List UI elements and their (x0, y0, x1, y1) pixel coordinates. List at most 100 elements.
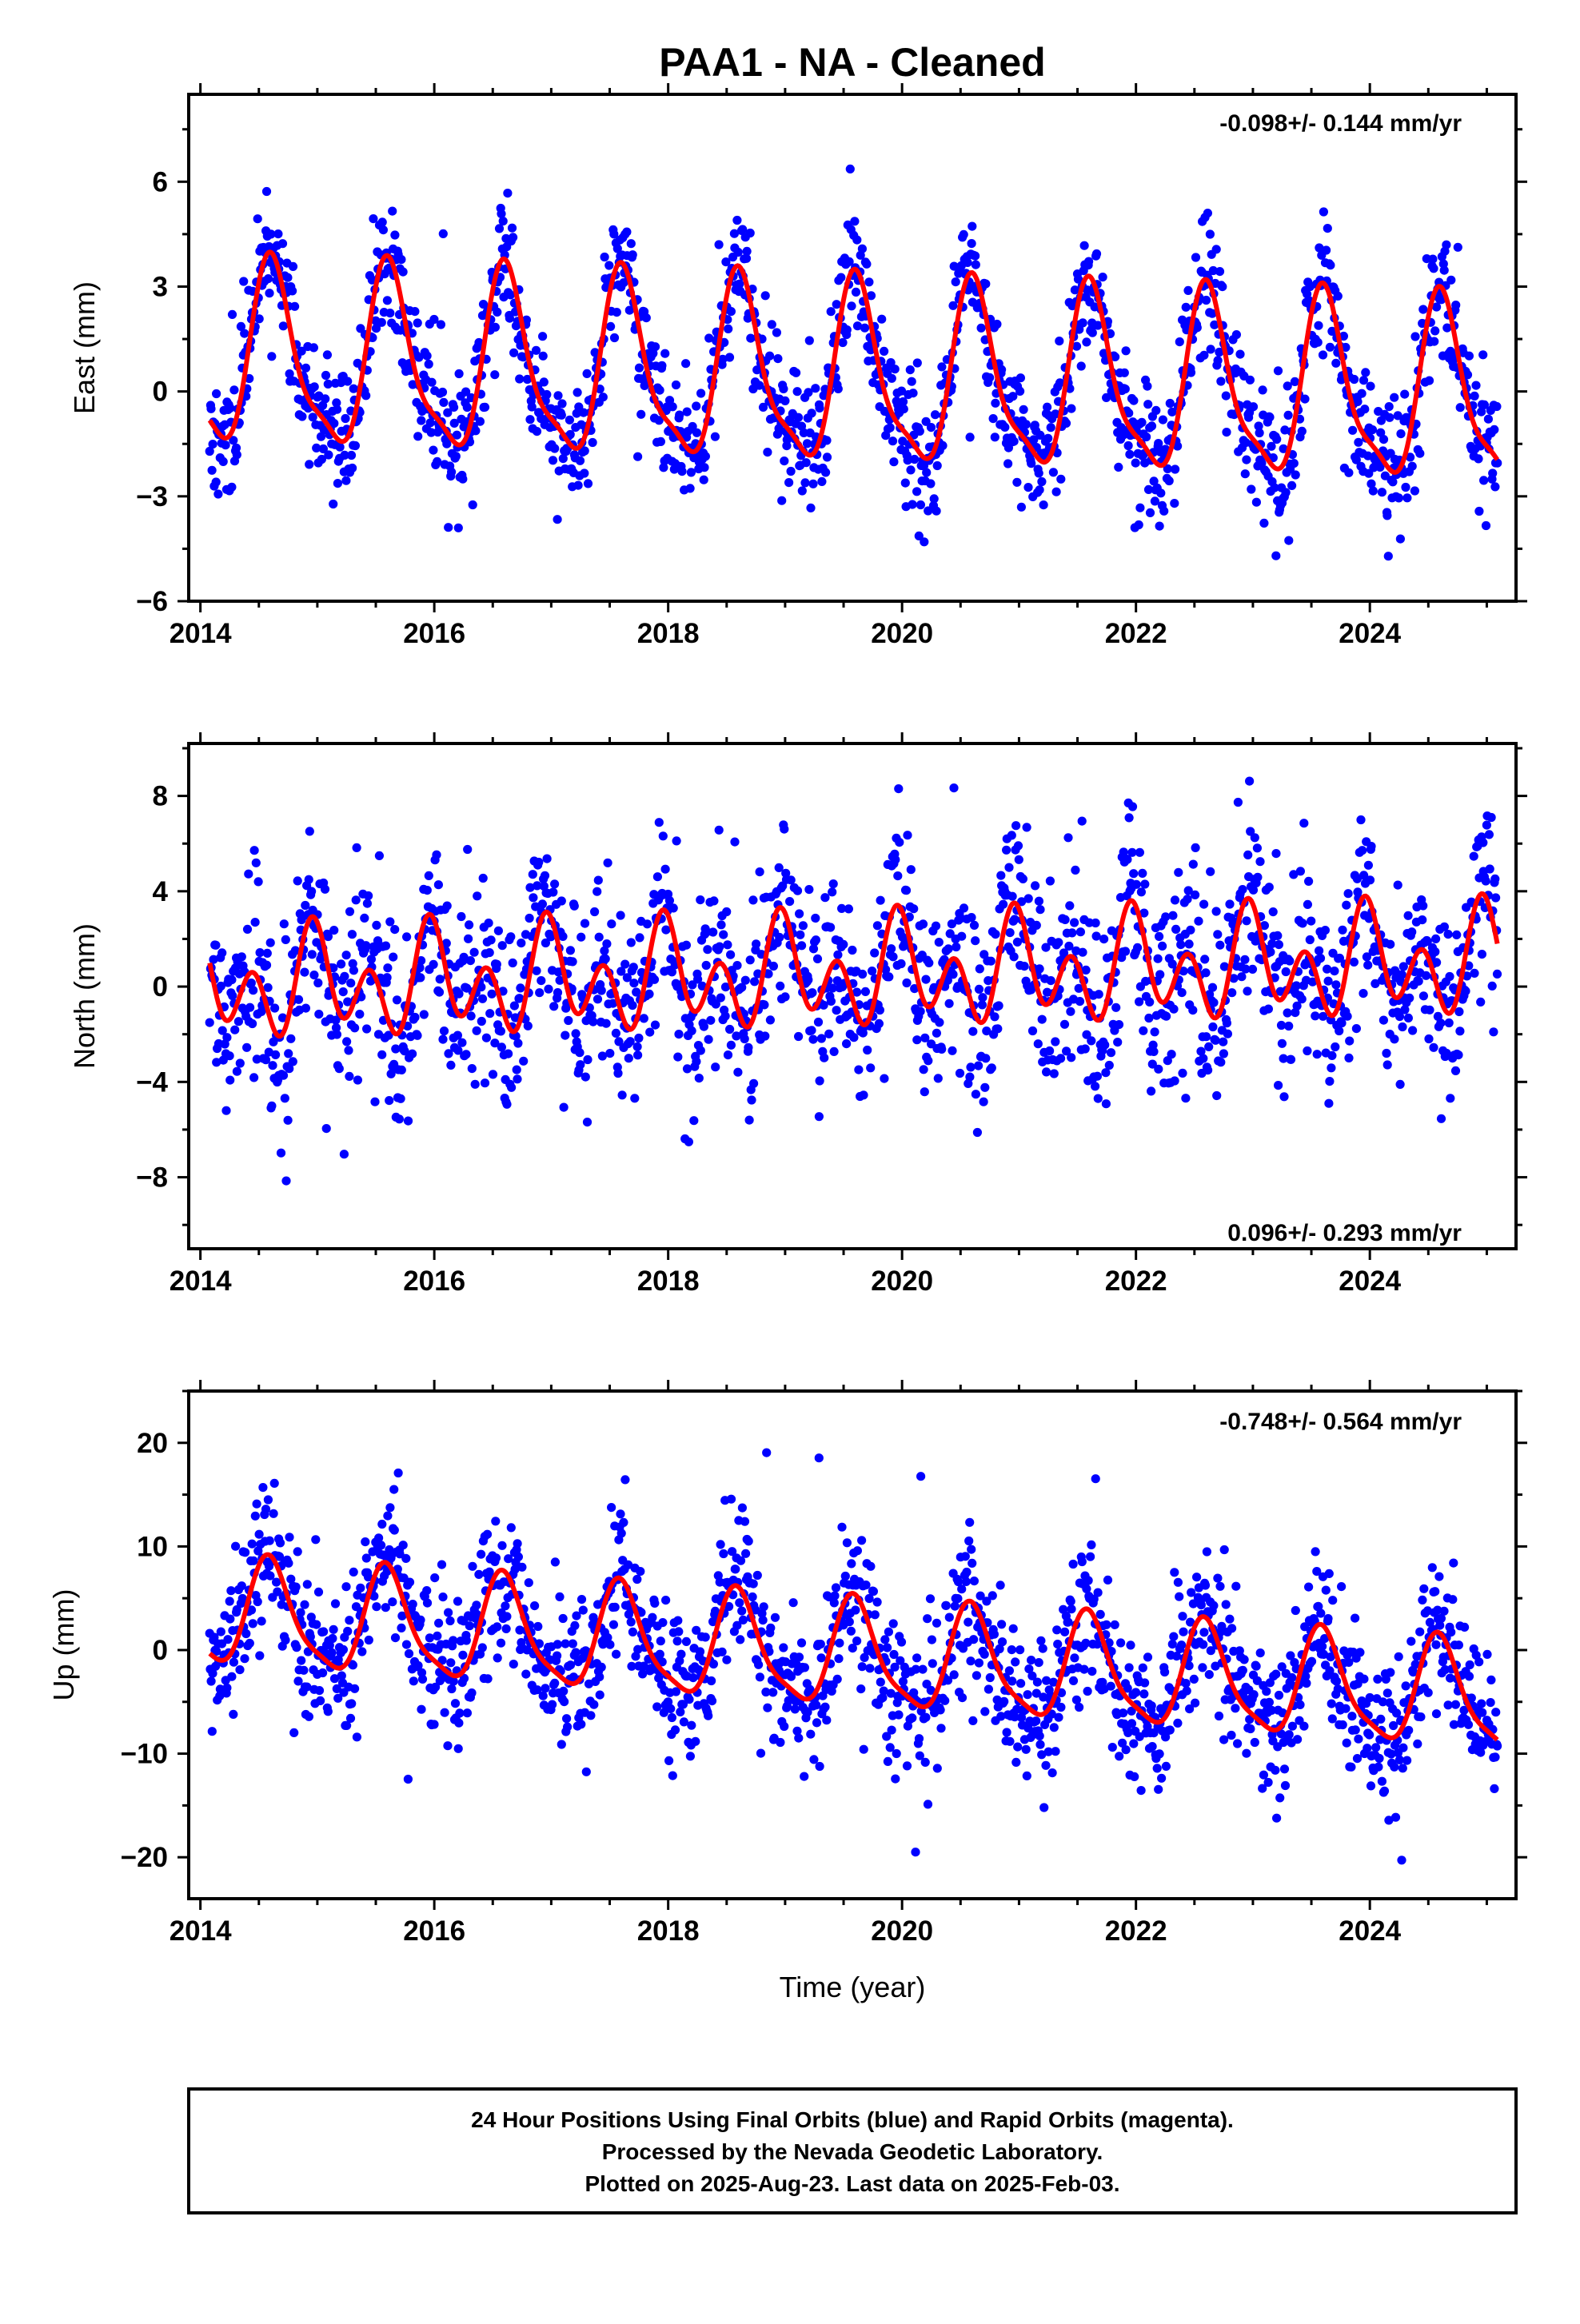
data-point (444, 523, 453, 532)
data-point (487, 989, 497, 999)
data-point (821, 468, 831, 477)
data-point (661, 1596, 671, 1605)
data-point (1056, 1702, 1066, 1712)
data-point (555, 1592, 565, 1601)
data-point (485, 1009, 495, 1018)
data-point (1428, 254, 1438, 264)
data-point (1430, 947, 1440, 957)
data-point (1301, 1672, 1311, 1681)
data-point (1008, 1624, 1018, 1633)
data-point (382, 296, 392, 305)
data-point (1394, 1011, 1405, 1022)
data-point (371, 324, 381, 333)
data-point (431, 1682, 441, 1692)
data-point (557, 896, 566, 906)
data-point (916, 1472, 926, 1481)
data-point (1156, 488, 1166, 498)
data-point (728, 1547, 737, 1557)
data-point (265, 938, 275, 947)
data-point (1118, 1738, 1127, 1748)
data-point (796, 1638, 807, 1648)
data-point (620, 1475, 630, 1485)
data-point (582, 1118, 592, 1127)
data-point (553, 1651, 562, 1660)
data-point (1205, 229, 1215, 239)
data-point (1135, 847, 1144, 857)
data-point (745, 955, 755, 965)
data-point (1021, 1744, 1031, 1754)
data-point (285, 1533, 294, 1542)
data-point (372, 920, 381, 930)
data-point (937, 362, 947, 372)
data-point (226, 1586, 236, 1596)
data-point (858, 969, 868, 979)
data-point (1243, 850, 1253, 859)
data-point (811, 935, 820, 945)
data-point (455, 1708, 465, 1718)
data-point (1287, 480, 1297, 491)
data-point (1377, 1776, 1386, 1786)
data-point (948, 970, 958, 979)
data-point (581, 1767, 591, 1776)
data-point (429, 314, 439, 325)
data-point (898, 1676, 908, 1686)
data-point (447, 1684, 457, 1694)
data-point (684, 1695, 694, 1704)
data-point (277, 239, 288, 249)
data-point (381, 941, 391, 951)
data-point (920, 537, 929, 547)
data-point (852, 321, 863, 331)
data-point (1087, 1036, 1096, 1046)
data-point (245, 1638, 254, 1648)
data-point (1335, 953, 1344, 963)
data-point (265, 1536, 274, 1545)
data-point (1267, 1705, 1276, 1715)
data-point (313, 978, 323, 988)
data-point (971, 251, 980, 261)
data-point (1039, 1803, 1049, 1812)
data-point (1053, 1640, 1063, 1649)
data-point (1199, 1640, 1208, 1649)
data-point (1160, 1667, 1170, 1677)
data-point (486, 935, 496, 945)
data-point (515, 1625, 525, 1635)
data-point (715, 942, 724, 951)
data-point (704, 1711, 713, 1720)
data-point (931, 921, 941, 931)
data-point (926, 1685, 936, 1695)
data-point (457, 1038, 467, 1047)
data-point (1115, 1752, 1124, 1761)
data-point (944, 944, 953, 954)
data-point (573, 388, 582, 397)
data-point (896, 959, 906, 969)
data-point (883, 1643, 892, 1652)
data-point (981, 279, 991, 289)
data-point (732, 215, 742, 225)
data-point (1188, 859, 1198, 869)
data-point (807, 1026, 816, 1035)
data-point (612, 244, 622, 253)
data-point (1140, 879, 1150, 889)
data-point (468, 500, 477, 510)
data-point (1208, 265, 1218, 276)
data-point (629, 979, 639, 988)
data-point (606, 321, 616, 331)
data-point (1476, 997, 1486, 1007)
data-point (477, 994, 488, 1003)
data-point (1320, 926, 1330, 935)
data-point (1238, 885, 1247, 895)
data-point (1165, 1725, 1175, 1735)
data-point (740, 1517, 750, 1526)
data-point (720, 1011, 730, 1021)
data-point (765, 351, 775, 361)
data-point (450, 1699, 461, 1708)
data-point (308, 413, 317, 422)
data-point (377, 317, 386, 327)
data-point (549, 887, 558, 897)
data-point (755, 1672, 765, 1682)
data-point (589, 1017, 598, 1026)
data-point (736, 1556, 746, 1565)
data-point (1390, 393, 1399, 402)
data-point (1201, 968, 1211, 978)
